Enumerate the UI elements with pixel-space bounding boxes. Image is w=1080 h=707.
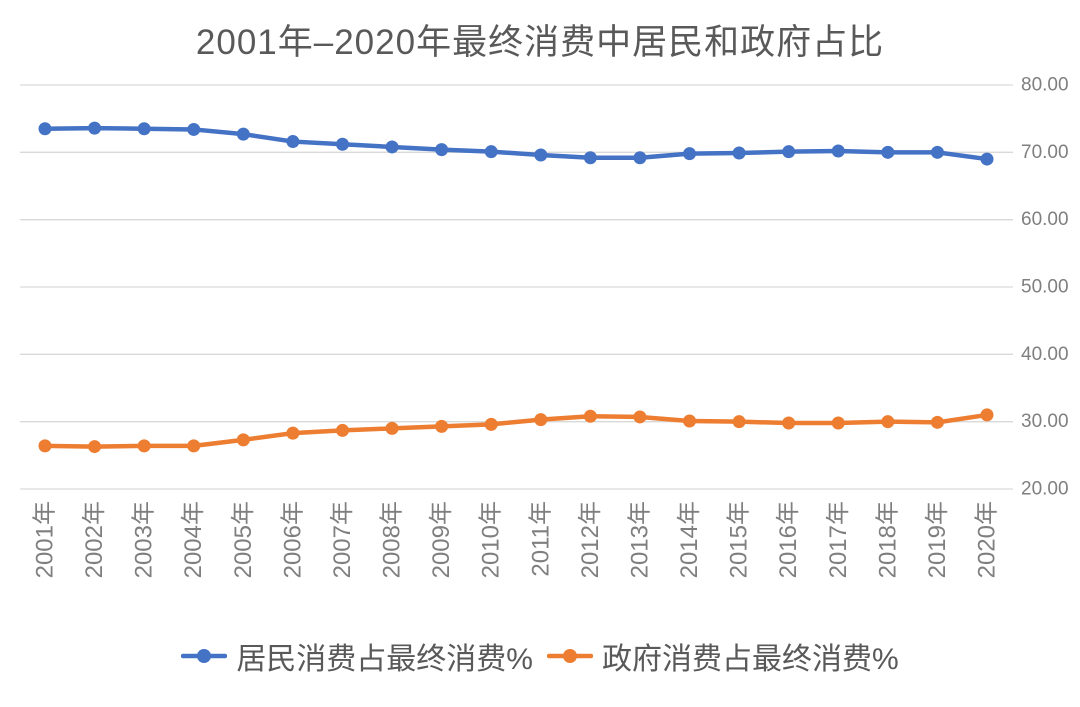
data-point <box>137 122 151 136</box>
series-line <box>42 412 990 449</box>
data-point <box>335 137 349 151</box>
data-point <box>385 140 399 154</box>
x-axis-tick-label: 2007年 <box>329 501 356 578</box>
data-point <box>484 145 498 159</box>
data-point <box>187 439 201 453</box>
data-point <box>683 147 697 161</box>
x-axis-tick-label: 2019年 <box>924 501 951 578</box>
legend: 居民消费占最终消费% 政府消费占最终消费% <box>0 634 1080 678</box>
data-point <box>236 127 250 141</box>
legend-item-residents: 居民消费占最终消费% <box>181 634 533 678</box>
data-point <box>881 415 895 429</box>
x-axis-tick-label: 2009年 <box>428 501 455 578</box>
x-axis-tick-label: 2012年 <box>577 501 604 578</box>
data-point <box>38 439 52 453</box>
data-point <box>980 408 994 422</box>
data-point <box>881 145 895 159</box>
x-axis-tick-label: 2008年 <box>379 501 406 578</box>
x-axis-tick-label: 2016年 <box>775 501 802 578</box>
y-axis-tick-label: 70.00 <box>1021 142 1069 163</box>
data-point <box>930 145 944 159</box>
data-point <box>782 416 796 430</box>
series-line <box>42 125 990 162</box>
data-point <box>137 439 151 453</box>
data-point <box>732 415 746 429</box>
data-point <box>435 143 449 157</box>
legend-label-residents: 居民消费占最终消费% <box>236 643 533 676</box>
y-axis-tick-label: 60.00 <box>1021 209 1069 230</box>
data-point <box>38 122 52 136</box>
legend-marker-residents-icon <box>181 649 228 663</box>
y-axis-tick-label: 30.00 <box>1021 411 1069 432</box>
data-point <box>782 145 796 159</box>
x-axis-tick-label: 2001年 <box>32 501 59 578</box>
plot-svg: 80.00 70.00 60.00 50.00 40.00 30.00 20.00 2001年… <box>20 75 1069 578</box>
x-axis-tick-label: 2018年 <box>874 501 901 578</box>
x-axis-tick-label: 2005年 <box>230 501 257 578</box>
x-axis-tick-label: 2015年 <box>726 501 753 578</box>
data-point <box>286 135 300 149</box>
legend-label-government: 政府消费占最终消费% <box>602 643 899 676</box>
chart-title: 2001年–2020年最终消费中居民和政府占比 <box>195 23 885 62</box>
y-axis-tick-label: 20.00 <box>1021 479 1069 500</box>
data-point <box>484 417 498 431</box>
data-point <box>583 409 597 423</box>
data-point <box>435 419 449 433</box>
y-axis-tick-label: 40.00 <box>1021 344 1069 365</box>
data-point <box>831 144 845 158</box>
data-point <box>633 410 647 424</box>
data-point <box>683 414 697 428</box>
x-axis-tick-label: 2006年 <box>279 501 306 578</box>
data-point <box>88 440 102 454</box>
legend-item-government: 政府消费占最终消费% <box>547 634 899 678</box>
x-axis-tick-label: 2014年 <box>676 501 703 578</box>
data-point <box>831 416 845 430</box>
x-axis-tick-label: 2017年 <box>825 501 852 578</box>
legend-marker-government-icon <box>547 649 593 663</box>
data-point <box>732 146 746 160</box>
x-axis-tick-label: 2020年 <box>974 501 1001 578</box>
data-point <box>583 151 597 165</box>
x-axis-tick-label: 2010年 <box>478 501 505 578</box>
data-point <box>286 426 300 440</box>
x-axis-tick-label: 2011年 <box>527 501 554 577</box>
data-point <box>980 152 994 166</box>
x-axis-tick-label: 2003年 <box>131 501 158 578</box>
data-point <box>633 151 647 165</box>
y-axis-tick-label: 50.00 <box>1021 277 1069 298</box>
data-point <box>236 433 250 447</box>
data-point <box>335 423 349 437</box>
data-point <box>385 421 399 435</box>
data-point <box>534 413 548 427</box>
x-axis-tick-label: 2002年 <box>81 501 108 578</box>
data-point <box>187 122 201 136</box>
data-point <box>88 121 102 135</box>
x-axis-tick-label: 2004年 <box>180 501 207 578</box>
y-axis-tick-label: 80.00 <box>1021 75 1069 96</box>
x-axis-tick-label: 2013年 <box>626 501 653 578</box>
data-point <box>930 415 944 429</box>
data-point <box>534 148 548 162</box>
